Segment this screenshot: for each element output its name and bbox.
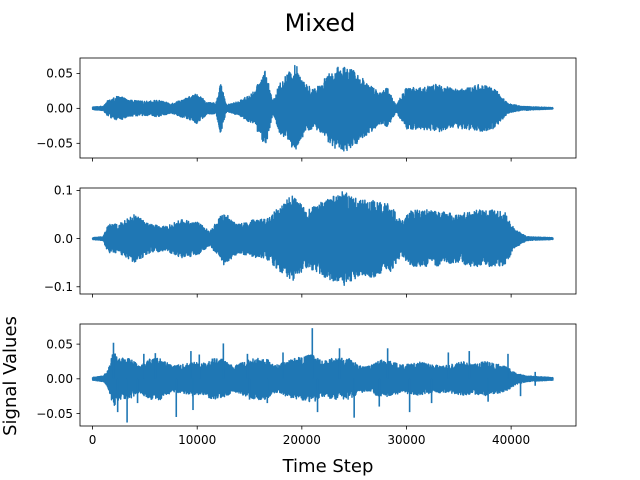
x-tick-label: 10000 [178,433,216,447]
y-tick-label: 0.00 [46,372,73,386]
subplot-3: −0.05 0.00 0.05 0 10000 20000 30000 40000 [36,323,577,447]
x-tick-label: 0 [89,433,97,447]
x-tick-label: 40000 [492,433,530,447]
figure-title: Mixed [285,9,356,37]
subplots: −0.05 0.00 0.05 −0.1 0.0 0.1 −0.05 0.00 0.05 0 100… [36,57,577,447]
y-tick-label: 0.1 [54,184,73,198]
y-tick-label: −0.1 [44,280,73,294]
y-tick-label: 0.05 [46,67,73,81]
y-tick-label: −0.05 [36,407,73,421]
signal-line [91,191,554,286]
y-tick-label: 0.00 [46,102,73,116]
subplot-1: −0.05 0.00 0.05 [36,57,577,162]
y-tick-label: 0.0 [54,232,73,246]
signal-line [91,64,554,152]
signal-line [91,353,554,406]
axes-frame [79,187,577,295]
y-tick-label: 0.05 [46,337,73,351]
y-tick-label: −0.05 [36,137,73,151]
axes-frame [79,323,577,427]
x-tick-label: 30000 [387,433,425,447]
x-axis-label: Time Step [282,456,374,477]
subplot-2: −0.1 0.0 0.1 [44,184,577,298]
x-tick-label: 20000 [283,433,321,447]
y-axis-label: Signal Values [0,316,21,436]
